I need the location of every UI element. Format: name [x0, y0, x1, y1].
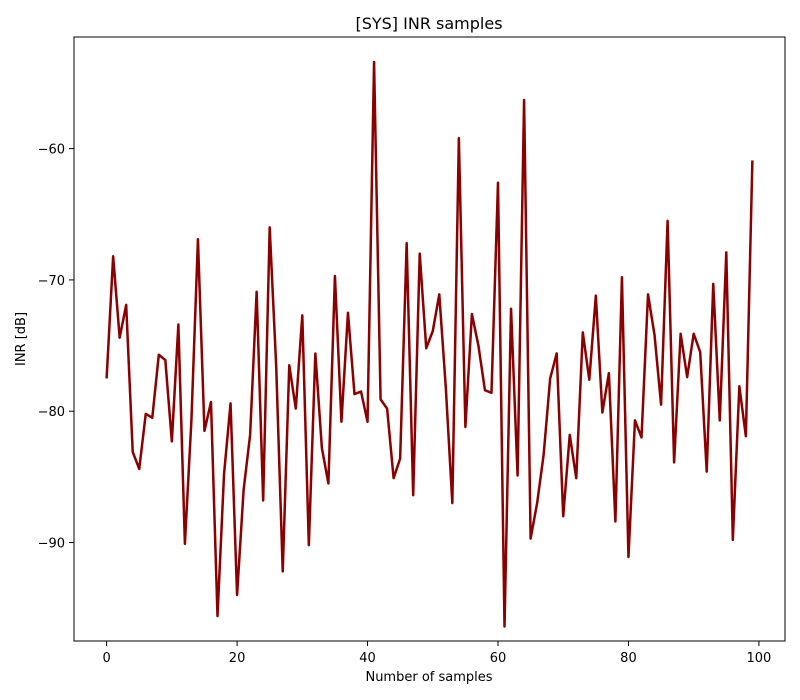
- series-line-0: [105, 60, 754, 628]
- y-tick-label: −90: [38, 537, 65, 552]
- plot-frame: [73, 36, 786, 642]
- plot-area: [105, 60, 754, 628]
- x-tick-label: 20: [229, 651, 246, 666]
- y-tick-label: −60: [38, 143, 65, 158]
- x-axis: 0 20 40 60 80 100: [102, 641, 771, 666]
- y-axis: −90 −80 −70 −60: [38, 143, 74, 552]
- x-tick-label: 40: [359, 651, 376, 666]
- y-axis-label: INR [dB]: [14, 312, 29, 366]
- x-tick-label: 100: [746, 651, 771, 666]
- x-tick-label: 60: [490, 651, 507, 666]
- y-tick-label: −80: [38, 405, 65, 420]
- x-axis-label: Number of samples: [365, 670, 492, 685]
- y-tick-label: −70: [38, 274, 65, 289]
- x-tick-label: 80: [620, 651, 637, 666]
- x-tick-label: 0: [102, 651, 110, 666]
- chart-title: [SYS] INR samples: [355, 14, 502, 33]
